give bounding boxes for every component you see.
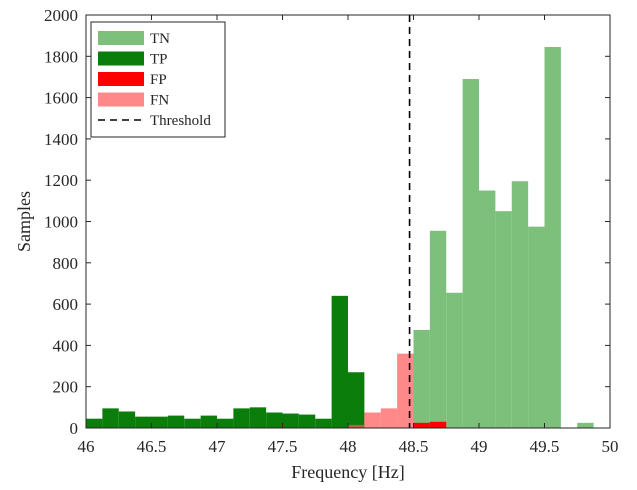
x-tick-label: 49.5 xyxy=(530,437,560,456)
bar-fn xyxy=(348,424,365,428)
y-tick-label: 1400 xyxy=(44,130,78,149)
bar-tp xyxy=(249,407,267,428)
x-tick-label: 48.5 xyxy=(399,437,429,456)
legend-label-fn: FN xyxy=(150,93,169,109)
x-tick-label: 49 xyxy=(471,437,488,456)
bar-tn xyxy=(544,47,561,428)
bar-tp xyxy=(151,416,168,428)
x-axis-label: Frequency [Hz] xyxy=(291,462,404,482)
bar-tp xyxy=(331,295,348,428)
x-tick-label: 47 xyxy=(209,437,227,456)
y-tick-label: 1000 xyxy=(44,213,78,232)
bar-tn xyxy=(446,292,463,428)
bar-tp xyxy=(298,414,316,428)
bar-tn xyxy=(462,79,479,428)
bars-layer xyxy=(86,47,594,428)
y-tick-label: 2000 xyxy=(44,6,78,25)
legend-swatch-tp xyxy=(98,51,144,66)
legend-swatch-tn xyxy=(98,31,144,45)
legend-label-fp: FP xyxy=(150,72,167,88)
bar-fn xyxy=(380,408,398,428)
bar-tp xyxy=(135,416,152,428)
y-tick-label: 600 xyxy=(53,295,79,314)
bar-tp xyxy=(102,408,119,428)
bar-fp xyxy=(413,422,430,428)
bar-tp xyxy=(86,418,103,428)
y-tick-label: 1200 xyxy=(44,171,78,190)
ticks-layer: 46 46.5 47 47.5 48 48.5 49 49.5 50 0 200 400 600 800 1… xyxy=(44,6,619,456)
bar-tn xyxy=(528,226,545,428)
y-tick-label: 0 xyxy=(70,419,79,438)
bar-tn xyxy=(479,190,496,428)
bar-fn xyxy=(364,412,381,428)
y-tick-label: 1600 xyxy=(44,89,78,108)
bar-tn xyxy=(413,329,430,428)
y-axis-label: Samples xyxy=(14,191,34,252)
y-tick-label: 200 xyxy=(53,378,79,397)
bar-tp xyxy=(167,415,185,428)
bar-fp xyxy=(429,421,447,428)
y-tick-label: 400 xyxy=(53,336,79,355)
bar-tn xyxy=(495,211,512,428)
y-tick-label: 1800 xyxy=(44,47,78,66)
legend-swatch-fn xyxy=(98,92,144,107)
legend-label-tn: TN xyxy=(150,31,170,47)
bar-tp xyxy=(282,413,299,428)
x-tick-label: 46 xyxy=(78,437,95,456)
legend-swatch-fp xyxy=(98,72,144,86)
x-tick-label: 46.5 xyxy=(137,437,167,456)
x-tick-label: 50 xyxy=(602,437,619,456)
bar-fn xyxy=(397,353,414,428)
bar-tp xyxy=(315,418,332,428)
bar-tn xyxy=(429,230,447,428)
bar-tn xyxy=(577,422,594,428)
bar-tn xyxy=(511,181,529,428)
legend: TN TP FP FN Threshold xyxy=(90,21,226,138)
bar-tp xyxy=(348,372,365,428)
bar-tp xyxy=(217,418,234,428)
bar-tp xyxy=(118,411,136,428)
bar-tp xyxy=(233,408,250,428)
x-tick-label: 48 xyxy=(340,437,357,456)
bar-tp xyxy=(266,412,283,428)
x-tick-label: 47.5 xyxy=(268,437,298,456)
legend-label-threshold: Threshold xyxy=(150,113,211,129)
bar-tp xyxy=(200,415,217,428)
y-tick-label: 800 xyxy=(53,254,79,273)
bar-tp xyxy=(184,418,201,428)
legend-label-tp: TP xyxy=(150,52,168,68)
